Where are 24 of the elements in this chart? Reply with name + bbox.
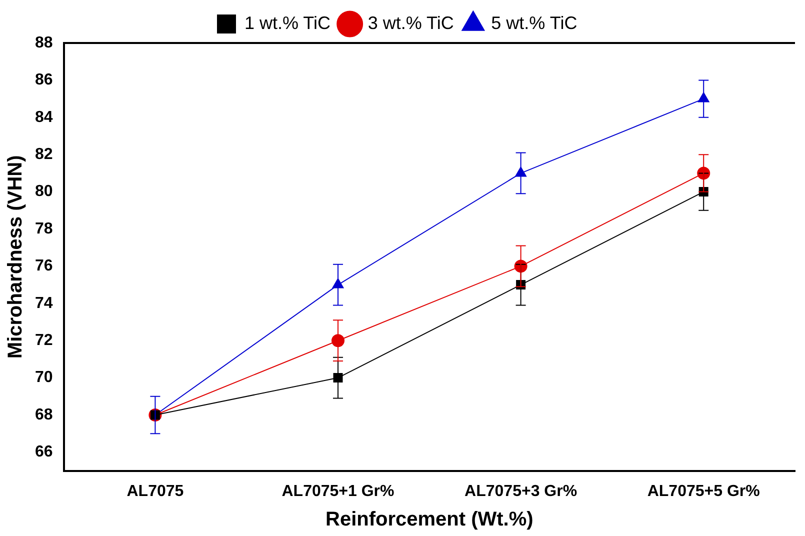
x-tick-label: AL7075+1 Gr% — [282, 482, 394, 500]
y-tick-label: 80 — [35, 183, 53, 200]
legend-label: 1 wt.% TiC — [244, 12, 331, 33]
y-tick-label: 68 — [35, 406, 53, 424]
y-tick-label: 84 — [35, 108, 53, 126]
y-tick-label: 76 — [35, 258, 53, 275]
x-tick-label: AL7075 — [126, 482, 184, 500]
y-tick-label: 74 — [35, 294, 53, 312]
y-tick-label: 86 — [35, 72, 53, 89]
y-tick-label: 82 — [35, 146, 53, 164]
point — [332, 334, 344, 348]
y-tick-label: 88 — [35, 34, 53, 52]
y-tick-label: 78 — [35, 220, 53, 238]
point — [332, 278, 344, 288]
y-tick-label: 72 — [35, 332, 53, 350]
x-axis-title: Reinforcement (Wt.%) — [326, 508, 534, 531]
x-tick-label: AL7075+5 Gr% — [647, 482, 760, 500]
legend-label: 5 wt.% TiC — [491, 12, 578, 33]
point — [698, 92, 710, 102]
y-axis-title: Microhardness (VHN) — [4, 155, 27, 359]
y-tick-label: 70 — [35, 369, 53, 386]
x-tick-label: AL7075+3 Gr% — [464, 482, 578, 500]
legend-label: 3 wt.% TiC — [368, 12, 454, 33]
y-tick-label: 66 — [35, 444, 53, 461]
